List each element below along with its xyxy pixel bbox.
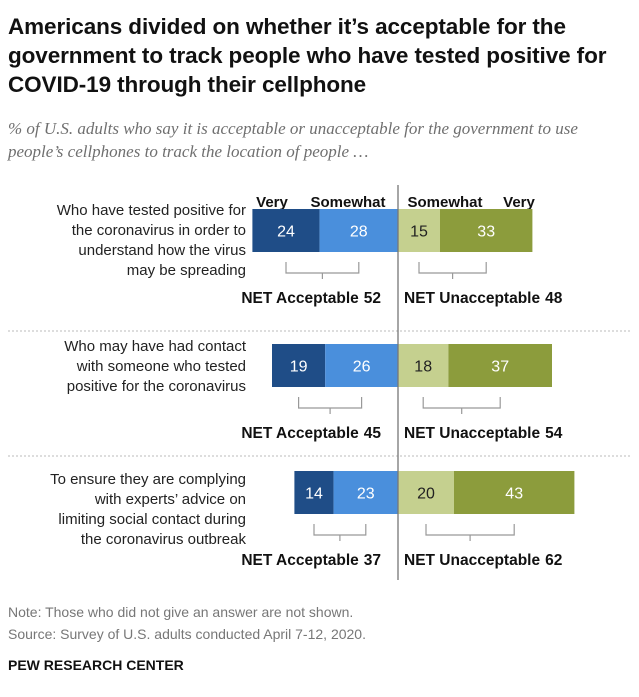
value-label-somewhat-acceptable: 23 bbox=[357, 486, 375, 503]
net-acceptable-label: NET Acceptable 45 bbox=[241, 425, 381, 442]
net-unacceptable-text: NET Unacceptable bbox=[404, 290, 540, 307]
value-label-very-acceptable: 19 bbox=[290, 359, 308, 376]
pew-logo-text: PEW RESEARCH CENTER bbox=[8, 657, 184, 673]
net-acceptable-label: NET Acceptable 37 bbox=[241, 552, 381, 569]
net-acceptable-value: 37 bbox=[364, 552, 381, 569]
net-acceptable-value: 52 bbox=[364, 290, 381, 307]
chart-source: Source: Survey of U.S. adults conducted … bbox=[8, 626, 366, 642]
net-unacceptable-label: NET Unacceptable 48 bbox=[404, 290, 563, 307]
chart-note: Note: Those who did not give an answer a… bbox=[8, 604, 354, 620]
header-very-acceptable: Very bbox=[256, 194, 288, 211]
net-acceptable-value: 45 bbox=[364, 425, 382, 442]
net-unacceptable-value: 48 bbox=[545, 290, 563, 307]
category-label: positive for the coronavirus bbox=[67, 378, 246, 395]
value-label-very-unacceptable: 37 bbox=[491, 359, 509, 376]
bar-very-acceptable bbox=[294, 471, 334, 514]
bracket-acceptable bbox=[298, 397, 363, 409]
value-label-somewhat-acceptable: 28 bbox=[350, 224, 368, 241]
bracket-unacceptable bbox=[425, 524, 515, 536]
value-label-very-acceptable: 24 bbox=[277, 224, 295, 241]
value-label-very-unacceptable: 33 bbox=[477, 224, 495, 241]
header-very-unacceptable: Very bbox=[503, 194, 535, 211]
header-somewhat-acceptable: Somewhat bbox=[310, 194, 385, 211]
net-unacceptable-value: 54 bbox=[545, 425, 563, 442]
value-label-very-unacceptable: 43 bbox=[505, 486, 523, 503]
value-label-somewhat-unacceptable: 18 bbox=[414, 359, 432, 376]
chart-subtitle: % of U.S. adults who say it is acceptabl… bbox=[8, 119, 578, 161]
category-label: the coronavirus outbreak bbox=[81, 531, 247, 548]
net-unacceptable-text: NET Unacceptable bbox=[404, 425, 540, 442]
bar-very-acceptable bbox=[252, 209, 320, 252]
bar-very-acceptable bbox=[272, 344, 326, 387]
category-label: may be spreading bbox=[127, 262, 246, 279]
category-label: with someone who tested bbox=[76, 358, 246, 375]
net-unacceptable-value: 62 bbox=[545, 552, 562, 569]
value-label-very-acceptable: 14 bbox=[305, 486, 323, 503]
category-label: the coronavirus in order to bbox=[72, 222, 246, 239]
net-unacceptable-text: NET Unacceptable bbox=[404, 552, 540, 569]
bracket-acceptable bbox=[285, 262, 360, 274]
bar-somewhat-acceptable bbox=[333, 471, 398, 514]
bar-somewhat-unacceptable bbox=[398, 209, 440, 252]
bar-somewhat-unacceptable bbox=[398, 344, 449, 387]
header-somewhat-unacceptable: Somewhat bbox=[407, 194, 482, 211]
chart-title: Americans divided on whether it’s accept… bbox=[8, 14, 607, 97]
net-unacceptable-label: NET Unacceptable 62 bbox=[404, 552, 562, 569]
bracket-unacceptable bbox=[418, 262, 487, 274]
bracket-unacceptable bbox=[422, 397, 501, 409]
net-unacceptable-label: NET Unacceptable 54 bbox=[404, 425, 563, 442]
category-label: limiting social contact during bbox=[58, 511, 246, 528]
value-label-somewhat-unacceptable: 20 bbox=[417, 486, 435, 503]
bar-somewhat-acceptable bbox=[325, 344, 398, 387]
net-acceptable-text: NET Acceptable bbox=[241, 290, 359, 307]
net-acceptable-text: NET Acceptable bbox=[241, 552, 359, 569]
bar-somewhat-unacceptable bbox=[398, 471, 454, 514]
bar-very-unacceptable bbox=[454, 471, 575, 514]
bar-very-unacceptable bbox=[440, 209, 533, 252]
category-label: Who have tested positive for bbox=[57, 202, 246, 219]
bar-somewhat-acceptable bbox=[319, 209, 398, 252]
category-label: Who may have had contact bbox=[64, 338, 247, 355]
category-label: with experts’ advice on bbox=[94, 491, 246, 508]
bracket-acceptable bbox=[313, 524, 367, 536]
category-label: understand how the virus bbox=[78, 242, 246, 259]
value-label-somewhat-acceptable: 26 bbox=[353, 359, 371, 376]
bar-very-unacceptable bbox=[448, 344, 552, 387]
value-label-somewhat-unacceptable: 15 bbox=[410, 224, 428, 241]
net-acceptable-label: NET Acceptable 52 bbox=[241, 290, 381, 307]
category-label: To ensure they are complying bbox=[50, 471, 246, 488]
net-acceptable-text: NET Acceptable bbox=[241, 425, 359, 442]
